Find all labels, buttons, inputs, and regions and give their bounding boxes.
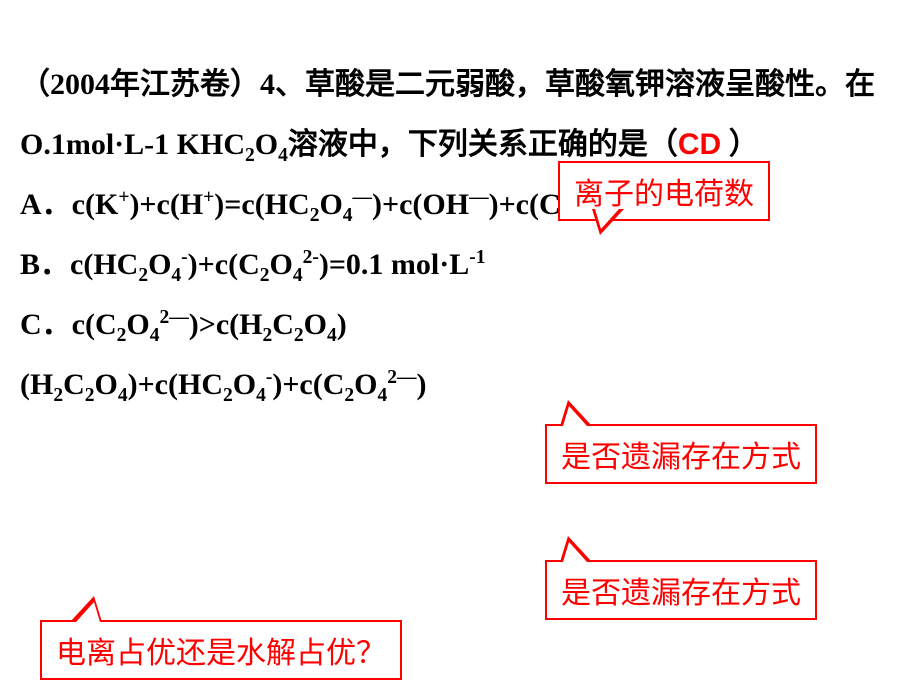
callout-missing-1: 是否遗漏存在方式 [545, 424, 817, 484]
option-a: A．c(K+)+c(H+)=c(HC2O4—)+c(OH—)+c(C2O42-) [20, 188, 630, 221]
callout-missing-2: 是否遗漏存在方式 [545, 560, 817, 620]
option-d: (H2C2O4)+c(HC2O4-)+c(C2O42—) [20, 368, 426, 401]
answer-text: CD [678, 128, 721, 161]
question-text: （2004年江苏卷）4、草酸是二元弱酸，草酸氧钾溶液呈酸性。在O.1mol·L-… [20, 68, 875, 161]
callout-charge: 离子的电荷数 [558, 161, 770, 221]
option-c: C．c(C2O42—)>c(H2C2O4) [20, 308, 347, 341]
callout-ionization: 电离占优还是水解占优？ [40, 620, 402, 680]
option-b: B．c(HC2O4-)+c(C2O42-)=0.1 mol·L-1 [20, 248, 486, 281]
question-block: （2004年江苏卷）4、草酸是二元弱酸，草酸氧钾溶液呈酸性。在O.1mol·L-… [20, 55, 900, 415]
